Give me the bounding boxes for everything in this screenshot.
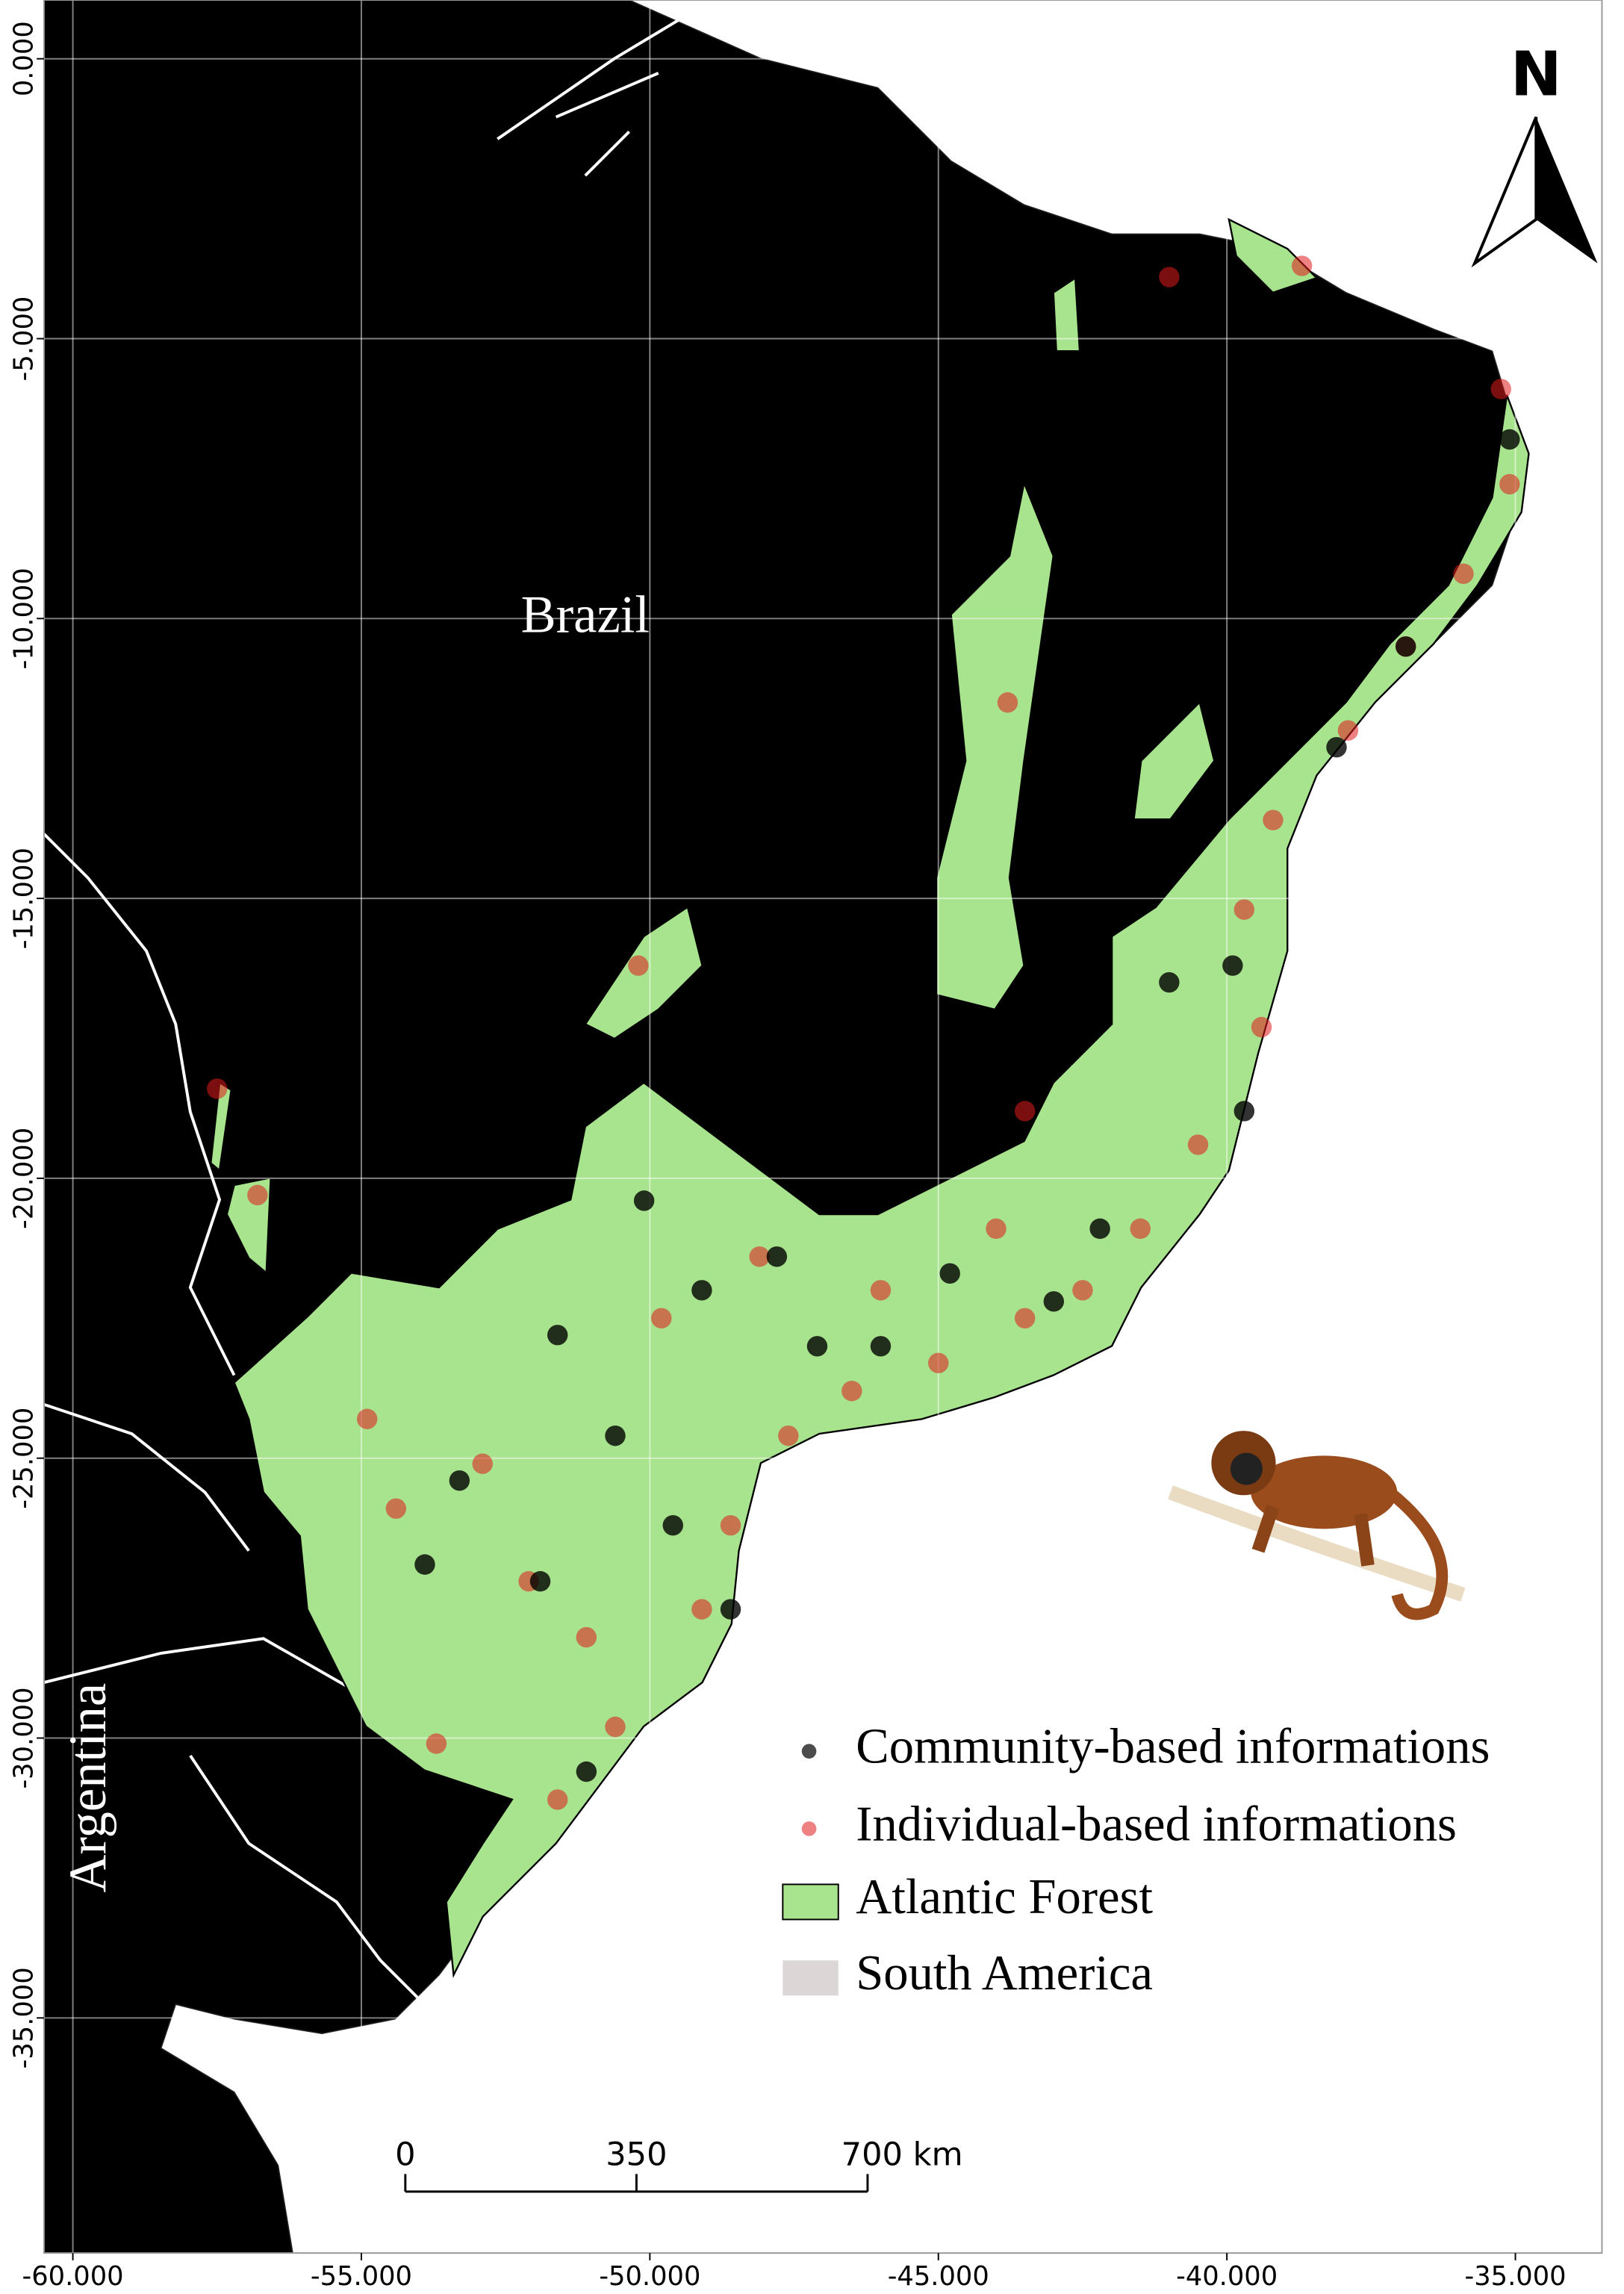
occurrence-point	[778, 1426, 799, 1446]
y-tick-label: -20.000	[8, 1128, 39, 1229]
occurrence-point	[576, 1761, 597, 1782]
occurrence-point	[997, 692, 1018, 713]
place-label: Argentina	[59, 1683, 117, 1893]
occurrence-point	[986, 1218, 1007, 1240]
occurrence-point	[720, 1599, 741, 1620]
monkey-illustration	[1168, 1431, 1466, 1620]
occurrence-point	[1159, 267, 1180, 287]
occurrence-point	[628, 955, 649, 976]
occurrence-point	[1130, 1218, 1151, 1240]
legend-marker	[801, 1821, 817, 1836]
occurrence-point	[472, 1453, 493, 1474]
occurrence-point	[870, 1336, 892, 1357]
occurrence-point	[547, 1789, 568, 1810]
scale-label: 700 km	[841, 2136, 963, 2174]
occurrence-point	[1014, 1308, 1036, 1329]
occurrence-point	[1499, 429, 1520, 450]
y-tick-label: -10.000	[8, 568, 39, 669]
occurrence-point	[1395, 636, 1416, 657]
legend-label: Community-based informations	[856, 1719, 1490, 1774]
occurrence-point	[870, 1280, 892, 1301]
x-tick-label: -40.000	[1176, 2261, 1278, 2292]
y-tick-label: -5.000	[8, 296, 39, 382]
legend-label: South America	[856, 1946, 1153, 2001]
occurrence-point	[1326, 737, 1347, 758]
occurrence-point	[1263, 809, 1284, 830]
occurrence-point	[1089, 1218, 1110, 1240]
legend-marker	[801, 1744, 817, 1759]
forest-patch	[1052, 276, 1081, 352]
points	[207, 255, 1520, 1810]
occurrence-point	[1159, 972, 1180, 993]
occurrence-point	[691, 1599, 712, 1620]
occurrence-point	[1072, 1280, 1093, 1301]
forest-patch	[1133, 700, 1216, 821]
occurrence-point	[529, 1570, 551, 1592]
occurrence-point	[766, 1246, 788, 1267]
legend: Community-based informations Individual-b…	[782, 1719, 1490, 2001]
legend-swatch	[782, 1883, 839, 1921]
occurrence-point	[605, 1426, 626, 1446]
occurrence-point	[749, 1246, 770, 1267]
occurrence-point	[1337, 720, 1359, 741]
scale-label: 350	[606, 2136, 667, 2174]
legend-label: Individual-based informations	[856, 1797, 1457, 1851]
arrow-right	[1536, 116, 1598, 264]
x-tick-label: -35.000	[1465, 2261, 1567, 2292]
occurrence-point	[841, 1381, 862, 1402]
x-tick-label: -50.000	[599, 2261, 700, 2292]
y-tick-label: -35.000	[8, 1967, 39, 2068]
occurrence-point	[207, 1078, 228, 1099]
occurrence-point	[720, 1514, 741, 1536]
occurrence-point	[1499, 473, 1520, 495]
scale-label: 0	[395, 2136, 415, 2174]
forest-patch	[1228, 217, 1319, 294]
legend-swatch	[783, 1960, 839, 1996]
place-label: Brazil	[521, 585, 650, 644]
y-tick-label: -25.000	[8, 1408, 39, 1509]
occurrence-point	[691, 1280, 712, 1301]
occurrence-point	[605, 1716, 626, 1738]
occurrence-point	[1222, 955, 1243, 976]
occurrence-point	[1490, 379, 1511, 400]
occurrence-point	[449, 1470, 470, 1491]
y-tick-label: 0.000	[8, 21, 39, 96]
occurrence-point	[662, 1514, 683, 1536]
occurrence-point	[576, 1626, 597, 1648]
scale-bar: 0 350 700 km	[395, 2136, 963, 2193]
occurrence-point	[547, 1325, 568, 1346]
occurrence-point	[1187, 1134, 1209, 1155]
x-tick-label: -60.000	[22, 2261, 124, 2292]
legend-label: Atlantic Forest	[856, 1870, 1153, 1924]
forest-patch	[935, 479, 1054, 1011]
forest-patch	[210, 1081, 232, 1172]
occurrence-point	[247, 1184, 268, 1206]
occurrence-point	[939, 1263, 960, 1284]
occurrence-point	[928, 1352, 949, 1373]
occurrence-point	[414, 1554, 435, 1575]
occurrence-point	[1453, 563, 1474, 585]
y-tick-label: -30.000	[8, 1687, 39, 1788]
occurrence-point	[426, 1733, 447, 1754]
north-label: N	[1511, 39, 1562, 110]
frame	[43, 0, 1603, 2254]
occurrence-point	[633, 1190, 655, 1211]
y-tick-label: -15.000	[8, 848, 39, 949]
forest-main	[233, 394, 1530, 1979]
x-tick-label: -55.000	[311, 2261, 412, 2292]
occurrence-point	[1233, 1101, 1255, 1122]
occurrence-point	[356, 1408, 378, 1429]
occurrence-point	[1233, 899, 1255, 920]
occurrence-point	[1014, 1101, 1036, 1122]
occurrence-point	[385, 1498, 407, 1519]
occurrence-point	[1043, 1291, 1065, 1312]
occurrence-point	[1251, 1016, 1272, 1038]
occurrence-point	[806, 1336, 828, 1357]
grid	[43, 0, 1602, 2254]
x-tick-label: -45.000	[888, 2261, 989, 2292]
occurrence-point	[651, 1308, 672, 1329]
north-arrow: N	[1471, 39, 1598, 268]
occurrence-point	[1291, 255, 1313, 276]
